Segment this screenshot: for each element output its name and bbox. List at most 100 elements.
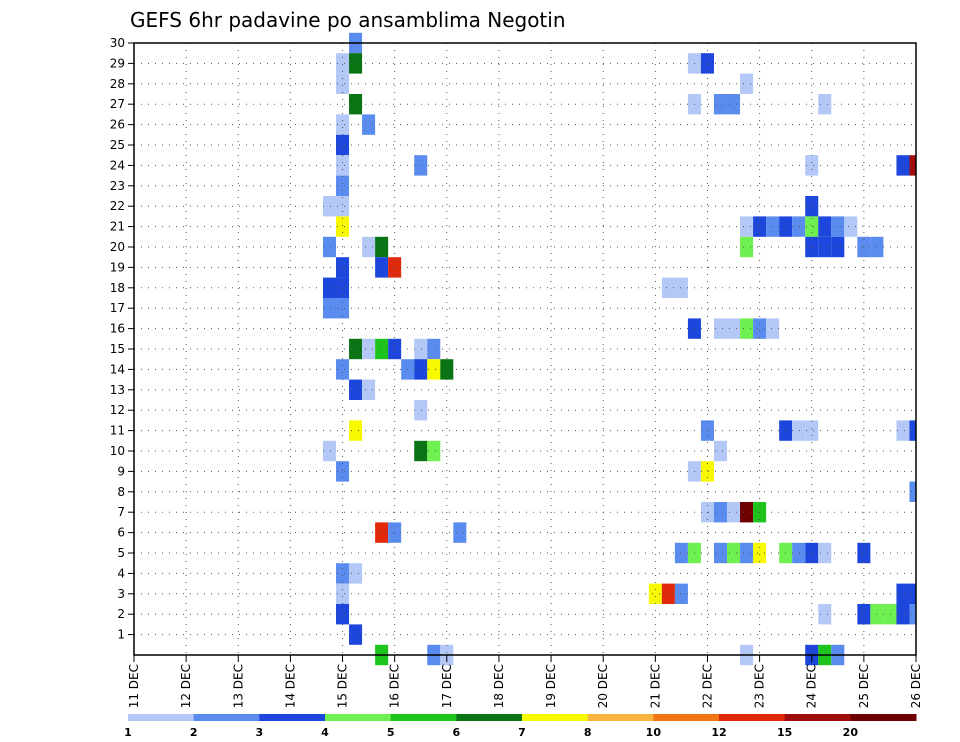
heatmap-cell — [740, 502, 754, 523]
y-axis: 1234567891011121314151617181920212223242… — [110, 36, 134, 642]
heatmap-cell — [857, 542, 871, 564]
heatmap-cell — [349, 420, 363, 441]
heatmap-cell — [336, 196, 350, 217]
colorbar-swatch — [719, 714, 786, 721]
heatmap-cell — [322, 440, 337, 462]
y-tick-label: 29 — [110, 56, 125, 70]
x-tick-label: 16 DEC — [388, 664, 402, 708]
y-tick-label: 27 — [110, 97, 125, 111]
heatmap-cell — [740, 216, 754, 237]
heatmap-cell — [909, 481, 916, 502]
heatmap-cell — [700, 53, 714, 74]
heatmap-cell — [336, 461, 350, 482]
heatmap-cell — [414, 338, 428, 360]
y-tick-label: 24 — [110, 158, 125, 172]
y-tick-label: 20 — [110, 240, 125, 254]
colorbar-swatch — [784, 714, 851, 721]
heatmap-cell — [844, 216, 858, 237]
x-tick-label: 13 DEC — [231, 664, 245, 708]
heatmap-cell — [740, 73, 754, 94]
heatmap-cell — [375, 257, 389, 278]
heatmap-cell — [674, 277, 688, 298]
heatmap-cell — [909, 420, 916, 441]
y-tick-label: 18 — [110, 281, 125, 295]
heatmap-cell — [713, 94, 728, 115]
heatmap-cell — [740, 236, 754, 258]
heatmap-cell — [818, 604, 832, 625]
colorbar-swatch — [456, 714, 523, 721]
heatmap-cell — [792, 420, 806, 441]
x-tick-label: 22 DEC — [700, 664, 714, 708]
colorbar-label: 2 — [190, 726, 198, 739]
heatmap-cell — [414, 440, 428, 462]
colorbar-label: 12 — [711, 726, 726, 739]
heatmap-cell — [727, 542, 741, 564]
heatmap-cell — [336, 298, 350, 319]
heatmap-cell — [453, 522, 467, 543]
heatmap-cell — [336, 563, 350, 584]
heatmap-cell — [414, 155, 428, 176]
heatmap-cell — [322, 236, 337, 258]
colorbar-swatch — [850, 714, 917, 721]
y-tick-label: 15 — [110, 342, 125, 356]
heatmap-cell — [375, 338, 389, 360]
data-cells — [322, 32, 916, 666]
heatmap-cell — [792, 216, 806, 237]
y-tick-label: 28 — [110, 77, 125, 91]
x-tick-label: 20 DEC — [596, 664, 610, 708]
x-tick-label: 26 DEC — [909, 664, 923, 708]
heatmap-cell — [805, 216, 819, 237]
heatmap-cell — [909, 583, 916, 604]
colorbar-swatch — [522, 714, 589, 721]
heatmap-cell — [727, 502, 741, 523]
heatmap-cell — [661, 277, 675, 298]
x-axis: 11 DEC 12 DEC 13 DEC 14 DEC 15 DEC 16 DEC 17 D… — [127, 655, 923, 708]
heatmap-cell — [336, 73, 350, 94]
heatmap-cell — [674, 583, 688, 604]
y-tick-label: 14 — [110, 362, 125, 376]
heatmap-cell — [648, 583, 662, 604]
heatmap-cell — [805, 420, 819, 441]
heatmap-cell — [713, 542, 728, 564]
heatmap-cell — [766, 216, 780, 237]
heatmap-cell — [440, 359, 454, 380]
x-tick-label: 19 DEC — [544, 664, 558, 708]
y-tick-label: 1 — [117, 628, 125, 642]
heatmap-cell — [818, 94, 832, 115]
x-tick-label: 14 DEC — [283, 664, 297, 708]
heatmap-cell — [336, 155, 350, 176]
heatmap-cell — [805, 155, 819, 176]
x-tick-label: 11 DEC — [127, 664, 141, 708]
y-tick-label: 2 — [117, 607, 125, 621]
heatmap-cell — [349, 624, 363, 645]
heatmap-cell — [336, 134, 350, 156]
heatmap-cell — [375, 522, 389, 543]
y-tick-label: 16 — [110, 322, 125, 336]
heatmap-cell — [700, 420, 714, 441]
heatmap-cell — [818, 216, 832, 237]
heatmap-cell — [727, 318, 741, 339]
heatmap-cell — [674, 542, 688, 564]
y-tick-label: 21 — [110, 220, 125, 234]
heatmap-cell — [909, 155, 916, 176]
heatmap-cell — [322, 196, 337, 217]
heatmap-cell — [362, 338, 376, 360]
y-tick-label: 22 — [110, 199, 125, 213]
colorbar-label: 5 — [387, 726, 395, 739]
heatmap-cell — [349, 53, 363, 74]
heatmap-cell — [818, 236, 832, 258]
heatmap-cell — [414, 400, 428, 421]
heatmap-cell — [349, 338, 363, 360]
heatmap-cell — [349, 563, 363, 584]
colorbar-label: 6 — [453, 726, 461, 739]
heatmap-cell — [362, 236, 376, 258]
heatmap-cell — [362, 379, 376, 400]
heatmap-cell — [896, 583, 910, 604]
colorbar-swatch — [653, 714, 720, 721]
heatmap-cell — [661, 583, 675, 604]
heatmap-cell — [336, 114, 350, 135]
y-tick-label: 4 — [117, 566, 125, 580]
heatmap-cell — [427, 338, 441, 360]
colorbar-swatch — [259, 714, 326, 721]
